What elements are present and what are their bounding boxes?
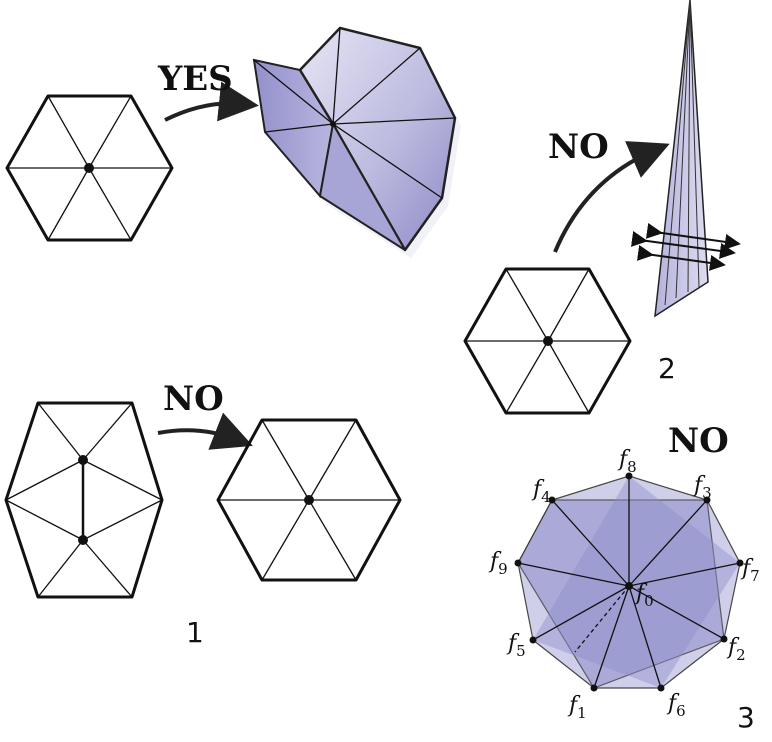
face-label-f8: f8 bbox=[617, 447, 637, 476]
star-overlap-figure bbox=[514, 472, 744, 692]
flat-hexagon-top-left bbox=[5, 94, 174, 242]
panel-number-2: 2 bbox=[658, 352, 676, 385]
face-label-f9: f9 bbox=[488, 549, 508, 578]
flat-hexagon-panel-2 bbox=[463, 267, 632, 415]
no-label-star: NO bbox=[668, 421, 729, 461]
shaded-hexagon-result bbox=[216, 418, 402, 582]
no-arrow-bottom bbox=[157, 412, 253, 450]
face-label-f6: f6 bbox=[666, 691, 686, 720]
face-label-f4: f4 bbox=[531, 477, 551, 506]
panel-number-1: 1 bbox=[186, 616, 204, 649]
center-vertex bbox=[84, 163, 94, 173]
face-label-f3: f3 bbox=[692, 473, 712, 502]
no-label-bottom: NO bbox=[163, 379, 224, 419]
panel-number-3: 3 bbox=[737, 701, 755, 734]
no-label-top: NO bbox=[548, 127, 609, 167]
face-label-f1: f1 bbox=[567, 693, 587, 722]
no-arrow-top bbox=[553, 141, 670, 253]
yes-label: YES bbox=[157, 59, 233, 99]
two-vertex-hexagon bbox=[4, 401, 164, 599]
spike-surface bbox=[630, 0, 741, 318]
face-label-f5: f5 bbox=[506, 631, 526, 660]
face-label-f7: f7 bbox=[740, 556, 760, 585]
face-label-f2: f2 bbox=[726, 635, 746, 664]
folded-surface-yes bbox=[252, 26, 461, 258]
spike-overlap-arrows bbox=[630, 222, 741, 271]
yes-arrow bbox=[164, 81, 259, 122]
